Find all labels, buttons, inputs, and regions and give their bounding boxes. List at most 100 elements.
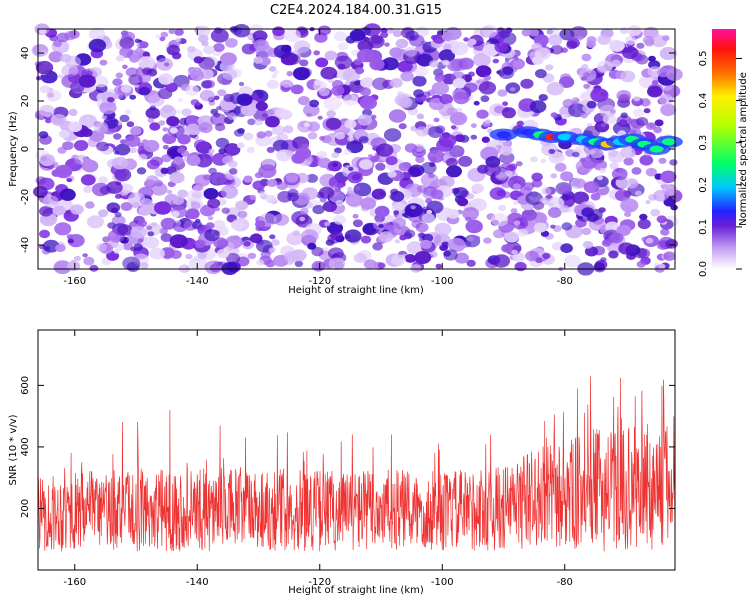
noise-blotch	[117, 224, 133, 236]
noise-blotch	[335, 131, 346, 140]
noise-blotch	[271, 125, 285, 136]
noise-blotch	[216, 106, 222, 111]
signal-point	[496, 131, 511, 139]
noise-blotch	[504, 231, 520, 243]
noise-blotch	[404, 229, 416, 238]
noise-blotch	[262, 113, 268, 118]
noise-blotch	[254, 220, 266, 229]
noise-blotch	[540, 158, 546, 164]
noise-blotch	[107, 232, 117, 239]
noise-blotch	[67, 234, 85, 248]
noise-blotch	[618, 242, 635, 255]
noise-blotch	[337, 42, 349, 51]
noise-blotch	[637, 218, 651, 230]
noise-blotch	[175, 109, 181, 114]
signal-point	[557, 133, 572, 141]
noise-blotch	[621, 46, 639, 59]
noise-blotch	[408, 164, 425, 177]
noise-blotch	[547, 196, 565, 210]
noise-blotch	[119, 114, 130, 123]
noise-blotch	[59, 188, 76, 201]
noise-blotch	[265, 116, 280, 128]
noise-blotch	[415, 155, 425, 163]
noise-blotch	[291, 153, 306, 164]
noise-blotch	[414, 251, 432, 264]
noise-blotch	[669, 159, 678, 166]
noise-blotch	[113, 249, 120, 254]
colorbar: 0.0 0.1 0.2 0.3 0.4 0.5 Normalized spectral a…	[698, 29, 749, 277]
noise-blotch	[392, 29, 403, 38]
noise-blotch	[300, 207, 309, 215]
noise-blotch	[299, 216, 306, 222]
noise-blotch	[561, 222, 573, 231]
noise-blotch	[317, 25, 331, 36]
noise-blotch	[285, 150, 295, 157]
noise-blotch	[35, 60, 54, 75]
noise-blotch	[496, 189, 506, 197]
noise-blotch	[616, 224, 631, 236]
noise-blotch	[427, 126, 444, 138]
noise-blotch	[203, 45, 215, 55]
noise-blotch	[663, 251, 676, 261]
noise-blotch	[372, 77, 389, 91]
noise-blotch	[147, 231, 155, 237]
noise-blotch	[597, 34, 611, 45]
noise-blotch	[436, 30, 443, 35]
noise-blotch	[238, 81, 245, 87]
noise-blotch	[572, 151, 580, 158]
noise-blotch	[192, 184, 205, 194]
noise-blotch	[590, 88, 609, 103]
noise-blotch	[580, 76, 587, 81]
noise-blotch	[414, 66, 429, 77]
noise-blotch	[328, 176, 346, 189]
noise-blotch	[203, 79, 215, 89]
noise-blotch	[438, 49, 456, 62]
noise-blotch	[515, 161, 523, 167]
noise-blotch	[446, 165, 462, 178]
noise-blotch	[395, 38, 409, 49]
noise-blotch	[547, 207, 562, 218]
noise-blotch	[507, 175, 526, 190]
colorbar-tick-label: 0.3	[698, 135, 709, 151]
noise-blotch	[619, 119, 627, 126]
noise-blotch	[347, 171, 363, 184]
noise-blotch	[292, 230, 301, 237]
noise-blotch	[99, 101, 117, 115]
noise-blotch	[420, 173, 439, 187]
noise-blotch	[520, 78, 534, 89]
x-tick-label: -100	[431, 577, 454, 588]
noise-blotch	[531, 42, 543, 52]
noise-blotch	[324, 221, 331, 227]
noise-blotch	[492, 254, 511, 268]
noise-blotch	[160, 167, 169, 174]
noise-blotch	[472, 53, 491, 67]
noise-blotch	[560, 243, 573, 254]
noise-blotch	[605, 221, 620, 233]
noise-blotch	[344, 80, 351, 86]
noise-blotch	[463, 37, 469, 42]
noise-blotch	[490, 213, 509, 227]
noise-blotch	[218, 148, 227, 155]
noise-blotch	[416, 53, 434, 67]
noise-blotch	[452, 78, 467, 89]
noise-blotch	[412, 75, 427, 87]
noise-blotch	[113, 150, 120, 155]
y-tick-label: 600	[20, 376, 31, 395]
noise-blotch	[264, 130, 273, 137]
noise-blotch	[303, 122, 310, 128]
noise-blotch	[470, 198, 482, 208]
noise-blotch	[466, 259, 476, 267]
noise-blotch	[213, 112, 220, 118]
noise-blotch	[383, 128, 402, 142]
noise-blotch	[353, 58, 363, 66]
noise-blotch	[636, 42, 645, 49]
noise-blotch	[501, 107, 516, 119]
noise-blotch	[253, 109, 269, 121]
noise-blotch	[266, 109, 275, 116]
noise-blotch	[471, 183, 485, 194]
noise-blotch	[187, 45, 196, 53]
snr-x-ticks: -160 -140 -120 -100 -80	[63, 330, 573, 588]
noise-blotch	[416, 113, 425, 120]
noise-blotch	[631, 167, 642, 175]
noise-blotch	[313, 50, 321, 56]
